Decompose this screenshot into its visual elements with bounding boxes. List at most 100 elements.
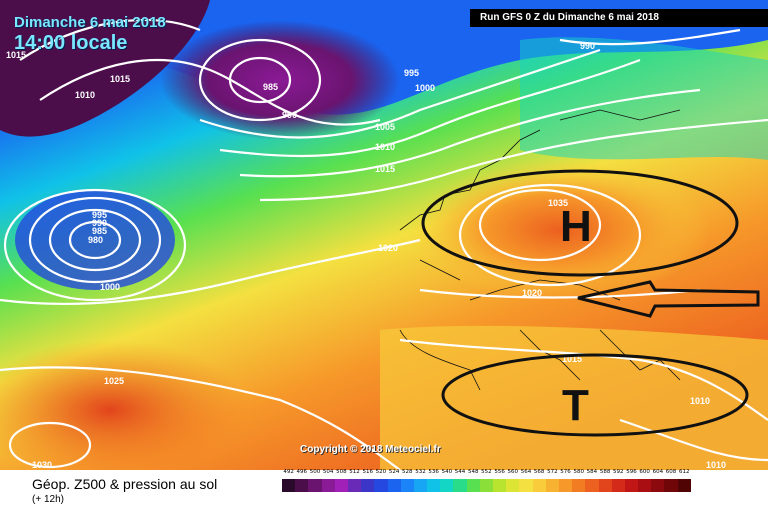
isobar-label: 1000 xyxy=(100,282,120,292)
legend-swatch xyxy=(479,479,493,492)
isobar-label: 1010 xyxy=(690,396,710,406)
weather-map: 1015 1010 985 990 995 1000 1005 1010 101… xyxy=(0,0,768,470)
legend-swatch xyxy=(295,479,309,492)
isobar-label: 985 xyxy=(263,82,278,92)
isobar-label: 980 xyxy=(88,235,103,245)
legend-swatch xyxy=(677,479,691,492)
legend-bar: Géop. Z500 & pression au sol (+ 12h) 492… xyxy=(0,469,768,512)
legend-tick: 508 xyxy=(336,469,347,475)
legend-tick: 556 xyxy=(494,469,505,475)
isobar-label: 990 xyxy=(580,41,595,51)
isobar-label: 985 xyxy=(92,226,107,236)
legend-tick: 576 xyxy=(560,469,571,475)
legend-tick: 548 xyxy=(467,469,479,475)
high-pressure-label: H xyxy=(560,202,592,251)
isobar-label: 990 xyxy=(282,110,297,120)
legend-swatch xyxy=(572,479,586,492)
legend-ticks: 492 496 500 504 508 512 516 520 524 528 532 536 540 5… xyxy=(282,469,691,475)
isobar-label: 1005 xyxy=(375,122,395,132)
low-pressure-north xyxy=(160,20,400,140)
legend-tick: 604 xyxy=(652,469,664,475)
isobar-label: 1010 xyxy=(375,142,395,152)
isobar-label: 1015 xyxy=(110,74,130,84)
trough-circle xyxy=(441,353,749,437)
legend-tick: 520 xyxy=(375,469,387,475)
legend-swatch xyxy=(532,479,546,492)
legend-tick: 560 xyxy=(507,469,519,475)
legend-swatch xyxy=(400,479,414,492)
legend-swatch xyxy=(558,479,573,492)
legend-tick: 516 xyxy=(362,469,373,475)
legend-swatch xyxy=(387,479,401,492)
legend-swatch xyxy=(427,479,441,492)
legend-swatch xyxy=(638,479,652,492)
warm-southwest xyxy=(0,340,250,470)
legend-swatch xyxy=(506,479,520,492)
legend-tick: 512 xyxy=(349,469,360,475)
coastlines xyxy=(399,109,681,391)
legend-swatch xyxy=(321,479,335,492)
legend-swatch xyxy=(585,479,599,492)
legend-tick: 608 xyxy=(665,469,677,475)
annotations xyxy=(421,169,760,437)
legend-swatch xyxy=(282,479,296,492)
legend-tick: 584 xyxy=(586,469,598,475)
legend-swatch xyxy=(651,479,665,492)
trough-label: T xyxy=(562,381,589,430)
legend-swatch xyxy=(493,479,507,492)
legend-tick: 568 xyxy=(533,469,545,475)
legend-tick: 596 xyxy=(626,469,637,475)
legend-swatch xyxy=(308,479,322,492)
legend-tick: 564 xyxy=(520,469,532,475)
isobar-label: 1020 xyxy=(378,243,398,253)
legend-swatch xyxy=(440,479,454,492)
legend-tick: 536 xyxy=(428,469,439,475)
isobar-label: 1035 xyxy=(548,198,568,208)
isobar-label: 995 xyxy=(92,210,107,220)
low-pressure-atlantic xyxy=(15,190,175,290)
legend-tick: 544 xyxy=(454,469,466,475)
legend-tick: 600 xyxy=(639,469,650,475)
legend-tick: 572 xyxy=(547,469,558,475)
isobar-label: 1020 xyxy=(522,288,542,298)
isobar-label: 1030 xyxy=(32,460,52,470)
legend-tick: 496 xyxy=(296,469,308,475)
legend-swatch xyxy=(519,479,533,492)
legend-swatches xyxy=(282,479,691,492)
isobar-labels: 1015 1010 985 990 995 1000 1005 1010 101… xyxy=(6,41,726,470)
date-label: Dimanche 6 mai 2018 xyxy=(14,14,166,31)
legend-swatch xyxy=(598,479,612,492)
isobar-label: 1025 xyxy=(104,376,124,386)
scandinavia-green xyxy=(520,37,768,160)
legend-tick: 580 xyxy=(573,469,584,475)
time-label: 14:00 locale xyxy=(14,32,128,54)
isobar-label: 1010 xyxy=(706,460,726,470)
legend-tick: 492 xyxy=(283,469,294,475)
isobar-label: 1000 xyxy=(415,83,435,93)
legend-swatch xyxy=(374,479,388,492)
legend-subtitle: (+ 12h) xyxy=(32,494,64,505)
mediterranean-yellow xyxy=(380,325,768,470)
legend-tick: 552 xyxy=(481,469,492,475)
legend-tick: 612 xyxy=(678,469,690,475)
isobar-label: 990 xyxy=(92,218,107,228)
legend-swatch xyxy=(361,479,375,492)
copyright: Copyright © 2018 Meteociel.fr xyxy=(300,444,441,455)
legend-swatch xyxy=(334,479,348,492)
legend-tick: 588 xyxy=(599,469,611,475)
legend-tick: 524 xyxy=(388,469,400,475)
legend-tick: 528 xyxy=(402,469,413,475)
legend-swatch xyxy=(624,479,639,492)
high-pressure-circle xyxy=(421,169,739,277)
legend-tick: 504 xyxy=(322,469,334,475)
legend-swatch xyxy=(413,479,428,492)
legend-swatch xyxy=(545,479,559,492)
isobars xyxy=(0,18,768,470)
legend-tick: 532 xyxy=(415,469,426,475)
arrow-annotation xyxy=(577,280,760,318)
legend-swatch xyxy=(466,479,480,492)
isobar-label: 1015 xyxy=(562,354,582,364)
isobar-label: 1010 xyxy=(75,90,95,100)
legend-swatch xyxy=(664,479,678,492)
